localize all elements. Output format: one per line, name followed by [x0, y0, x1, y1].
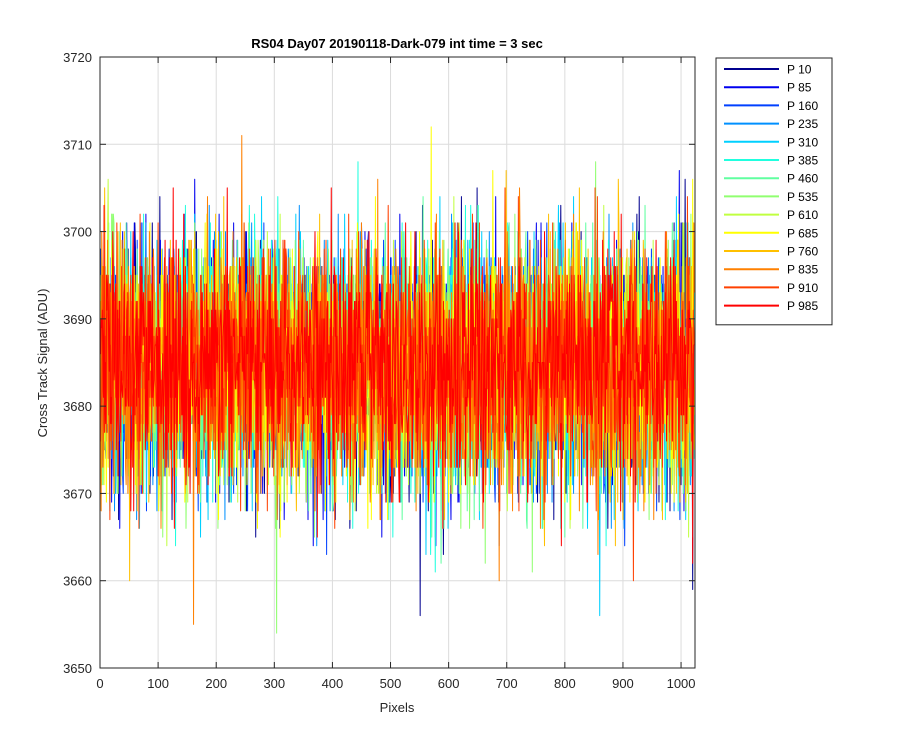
x-tick-label: 600: [438, 676, 460, 691]
x-tick-label: 1000: [667, 676, 696, 691]
legend-label: P 835: [787, 263, 818, 277]
x-tick-label: 200: [205, 676, 227, 691]
legend: P 10 P 85 P 160 P 235 P 310 P 385 P 460 P 535 P …: [715, 57, 833, 326]
x-tick-label: 0: [96, 676, 103, 691]
y-tick-label: 3710: [63, 137, 92, 152]
x-tick-label: 700: [496, 676, 518, 691]
legend-label: P 910: [787, 281, 818, 295]
legend-label: P 985: [787, 299, 818, 313]
legend-label: P 10: [787, 63, 812, 77]
y-tick-label: 3690: [63, 312, 92, 327]
x-tick-label: 500: [380, 676, 402, 691]
legend-label: P 685: [787, 226, 818, 240]
y-tick-label: 3670: [63, 486, 92, 501]
x-tick-label: 900: [612, 676, 634, 691]
y-axis-label: Cross Track Signal (ADU): [35, 289, 50, 438]
y-tick-label: 3680: [63, 399, 92, 414]
x-tick-label: 300: [263, 676, 285, 691]
legend-label: P 760: [787, 245, 818, 259]
legend-label: P 160: [787, 99, 818, 113]
legend-label: P 310: [787, 135, 818, 149]
legend-label: P 385: [787, 154, 818, 168]
legend-label: P 535: [787, 190, 818, 204]
legend-box: [715, 57, 833, 326]
chart-title: RS04 Day07 20190118-Dark-079 int time = …: [251, 36, 543, 51]
y-tick-label: 3700: [63, 225, 92, 240]
legend-label: P 460: [787, 172, 818, 186]
legend-label: P 235: [787, 117, 818, 131]
legend-label: P 610: [787, 208, 818, 222]
y-tick-label: 3720: [63, 50, 92, 65]
series-lines: [99, 126, 695, 634]
legend-label: P 85: [787, 81, 812, 95]
ticks: 0 100 200 300 400 500 600 700 800 900 1000 3650 3660…: [63, 50, 695, 691]
series-line: [99, 187, 695, 564]
axes-box: [99, 56, 696, 669]
x-tick-label: 100: [147, 676, 169, 691]
x-tick-label: 400: [322, 676, 344, 691]
y-tick-label: 3660: [63, 574, 92, 589]
y-tick-label: 3650: [63, 661, 92, 676]
x-tick-label: 800: [554, 676, 576, 691]
x-axis-label: Pixels: [380, 700, 415, 715]
